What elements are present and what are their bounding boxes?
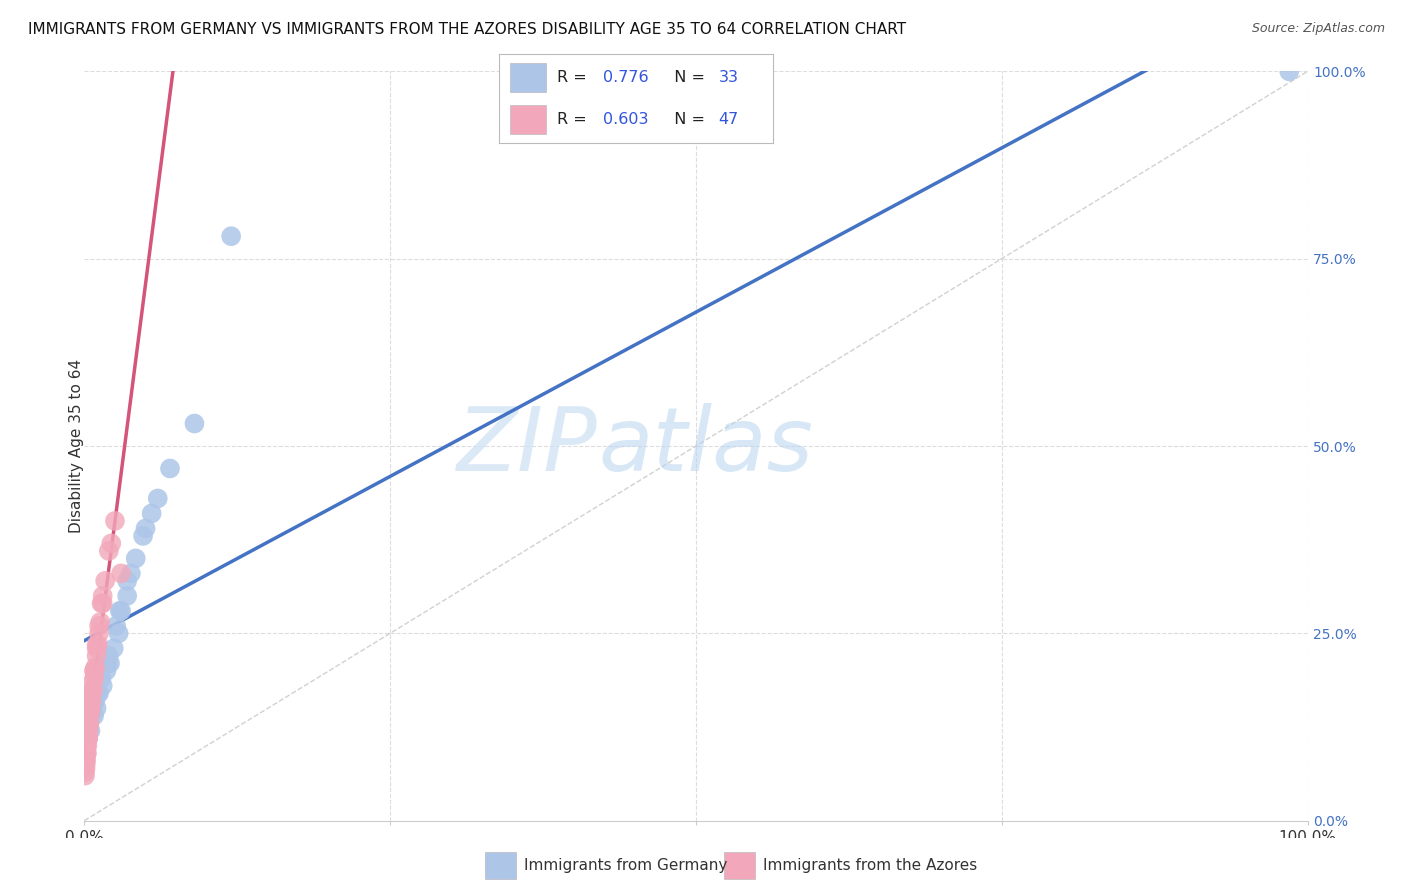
Point xyxy=(96,664,118,678)
Point xyxy=(97,657,120,671)
Point xyxy=(76,735,98,749)
Point xyxy=(77,720,100,734)
Point xyxy=(77,716,100,731)
Point xyxy=(76,746,98,760)
Point xyxy=(75,761,97,775)
Point xyxy=(77,731,100,746)
Point xyxy=(135,521,157,535)
Point xyxy=(80,694,103,708)
Point xyxy=(83,664,105,678)
Point xyxy=(91,596,114,610)
FancyBboxPatch shape xyxy=(485,852,516,879)
Text: N =: N = xyxy=(664,70,710,85)
Point xyxy=(73,757,96,772)
FancyBboxPatch shape xyxy=(510,105,546,134)
Y-axis label: Disability Age 35 to 64: Disability Age 35 to 64 xyxy=(69,359,83,533)
Point xyxy=(132,529,155,543)
Point xyxy=(105,619,128,633)
Text: R =: R = xyxy=(557,70,592,85)
Point xyxy=(87,638,110,652)
Point xyxy=(75,754,97,768)
Text: 47: 47 xyxy=(718,112,738,127)
Point xyxy=(76,727,98,741)
Point xyxy=(87,686,110,700)
Point xyxy=(79,698,101,712)
Point xyxy=(108,604,131,618)
Point xyxy=(91,589,114,603)
Point xyxy=(77,716,100,731)
Point xyxy=(77,723,100,738)
FancyBboxPatch shape xyxy=(510,63,546,92)
Point xyxy=(87,686,110,700)
Point xyxy=(110,566,132,581)
Point xyxy=(84,694,107,708)
Text: N =: N = xyxy=(664,112,710,127)
Point xyxy=(77,708,100,723)
Point xyxy=(79,705,101,719)
Text: 0.603: 0.603 xyxy=(603,112,648,127)
Point xyxy=(90,671,112,685)
Point xyxy=(83,708,105,723)
Point xyxy=(76,746,98,760)
Point xyxy=(82,675,104,690)
Point xyxy=(97,648,120,663)
Point xyxy=(146,491,169,506)
Point xyxy=(75,750,97,764)
Point xyxy=(86,701,108,715)
Point xyxy=(79,701,101,715)
Point xyxy=(120,566,142,581)
Point xyxy=(115,574,138,588)
Text: IMMIGRANTS FROM GERMANY VS IMMIGRANTS FROM THE AZORES DISABILITY AGE 35 TO 64 CO: IMMIGRANTS FROM GERMANY VS IMMIGRANTS FR… xyxy=(28,22,907,37)
Point xyxy=(86,641,108,656)
Point xyxy=(82,682,104,697)
Point xyxy=(75,757,97,772)
Point xyxy=(107,626,129,640)
Point xyxy=(86,648,108,663)
Point xyxy=(219,229,242,244)
Point xyxy=(87,619,110,633)
Point xyxy=(183,417,205,431)
Point xyxy=(115,589,138,603)
Point xyxy=(73,769,96,783)
Point xyxy=(80,708,103,723)
Point xyxy=(80,686,103,700)
Point xyxy=(77,716,100,731)
Point xyxy=(73,764,96,779)
Text: Immigrants from the Azores: Immigrants from the Azores xyxy=(763,858,977,872)
Point xyxy=(83,664,105,678)
Point xyxy=(80,686,103,700)
Point xyxy=(159,461,181,475)
Point xyxy=(86,638,108,652)
Point xyxy=(98,657,121,671)
Point xyxy=(89,615,111,629)
Text: Source: ZipAtlas.com: Source: ZipAtlas.com xyxy=(1251,22,1385,36)
Point xyxy=(125,551,148,566)
Text: R =: R = xyxy=(557,112,592,127)
Point xyxy=(104,514,127,528)
Text: 33: 33 xyxy=(718,70,738,85)
Point xyxy=(83,671,105,685)
Text: Immigrants from Germany: Immigrants from Germany xyxy=(524,858,728,872)
Point xyxy=(100,536,122,550)
Point xyxy=(77,731,100,746)
Point xyxy=(87,626,110,640)
Point xyxy=(79,723,101,738)
Point xyxy=(75,742,97,756)
Point xyxy=(77,731,100,746)
Text: ZIP: ZIP xyxy=(457,403,598,489)
Point xyxy=(84,660,107,674)
Point xyxy=(82,705,104,719)
Text: 0.776: 0.776 xyxy=(603,70,650,85)
Point xyxy=(97,544,120,558)
Point xyxy=(90,596,112,610)
Point xyxy=(76,739,98,753)
Point xyxy=(1278,64,1301,78)
Point xyxy=(94,574,117,588)
Point xyxy=(110,604,132,618)
Text: atlas: atlas xyxy=(598,403,813,489)
Point xyxy=(91,679,114,693)
Point xyxy=(141,507,163,521)
Point xyxy=(103,641,125,656)
FancyBboxPatch shape xyxy=(724,852,755,879)
